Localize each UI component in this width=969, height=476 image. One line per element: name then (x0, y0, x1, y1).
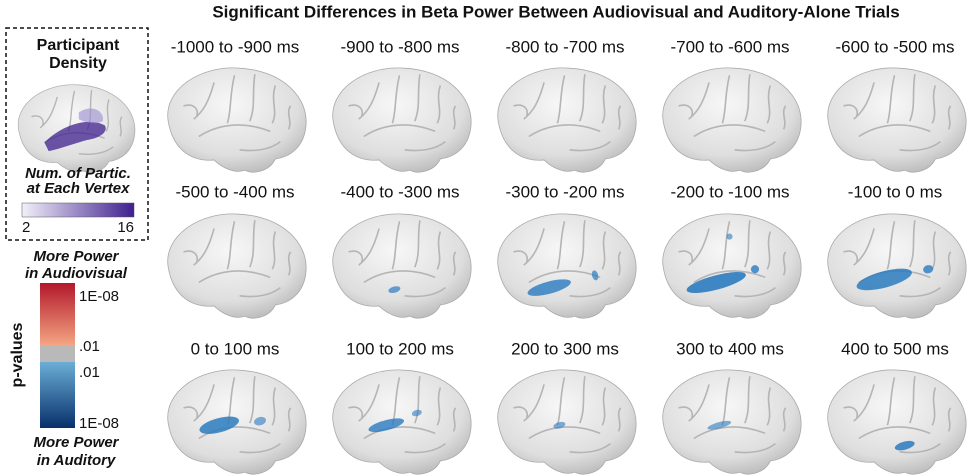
brain-panel (661, 213, 802, 319)
brain-panel (331, 67, 472, 173)
density-box (5, 27, 149, 241)
activation-blob (199, 416, 239, 434)
panel-label: 100 to 200 ms (346, 339, 454, 358)
brain-panel (826, 67, 967, 173)
density-brain (17, 83, 136, 174)
panel-label: -200 to -100 ms (670, 182, 789, 201)
brain-panel (331, 369, 472, 475)
panel-label: 0 to 100 ms (191, 339, 280, 358)
activation-blob (686, 271, 746, 294)
pvalue-label: 1E-08 (79, 288, 119, 305)
activation-blob (591, 270, 599, 281)
density-title: Participant (37, 37, 120, 54)
activation-blob (553, 421, 566, 429)
pvalue-bottom-caption: in Auditory (37, 452, 116, 469)
brain-panel (166, 213, 307, 319)
activation-blob (411, 409, 422, 417)
brain-panel (661, 369, 802, 475)
colorbar-red (40, 283, 75, 345)
brain-panel (661, 67, 802, 173)
activation-blob (368, 418, 405, 433)
panel-label: -600 to -500 ms (835, 37, 954, 56)
panel-label: 400 to 500 ms (841, 339, 949, 358)
brain-panel (331, 213, 472, 319)
panel-label: -900 to -800 ms (340, 37, 459, 56)
activation-blob (527, 279, 571, 296)
pvalue-label: 1E-08 (79, 415, 119, 432)
brain-panel (166, 67, 307, 173)
panel-label: -800 to -700 ms (505, 37, 624, 56)
pvalue-label: .01 (79, 364, 100, 381)
brain-panel (826, 369, 967, 475)
panel-label: -100 to 0 ms (848, 182, 943, 201)
pvalue-label: .01 (79, 338, 100, 355)
activation-blob (726, 233, 733, 240)
activation-blob (750, 265, 760, 274)
brain-panel (496, 67, 637, 173)
brain-panel (826, 213, 967, 319)
density-title: Density (49, 55, 107, 72)
pvalue-top-caption: in Audiovisual (25, 265, 128, 282)
activation-blob (388, 286, 401, 293)
density-caption: at Each Vertex (27, 180, 130, 197)
figure-title: Significant Differences in Beta Power Be… (212, 2, 899, 21)
density-colorbar (21, 202, 135, 218)
panel-label: -400 to -300 ms (340, 182, 459, 201)
panel-label: -700 to -600 ms (670, 37, 789, 56)
pvalue-top-caption: More Power (33, 248, 119, 265)
pvalue-bottom-caption: More Power (33, 434, 119, 451)
panel-label: -1000 to -900 ms (171, 37, 300, 56)
density-max: 16 (117, 219, 134, 236)
brain-panel (166, 369, 307, 475)
panel-label: 300 to 400 ms (676, 339, 784, 358)
density-min: 2 (22, 219, 30, 236)
activation-blob (894, 440, 915, 451)
colorbar-gray (40, 345, 75, 362)
panel-label: -500 to -400 ms (175, 182, 294, 201)
activation-blob (856, 268, 912, 291)
density-caption: Num. of Partic. (25, 165, 131, 182)
brain-panel (496, 213, 637, 319)
colorbar-blue (40, 362, 75, 428)
panel-label: -300 to -200 ms (505, 182, 624, 201)
brain-panel (496, 369, 637, 475)
activation-blob (253, 416, 267, 426)
activation-blob (923, 265, 934, 274)
panel-label: 200 to 300 ms (511, 339, 619, 358)
activation-blob (707, 420, 732, 430)
pvalue-axis-label: p-values (9, 322, 26, 387)
